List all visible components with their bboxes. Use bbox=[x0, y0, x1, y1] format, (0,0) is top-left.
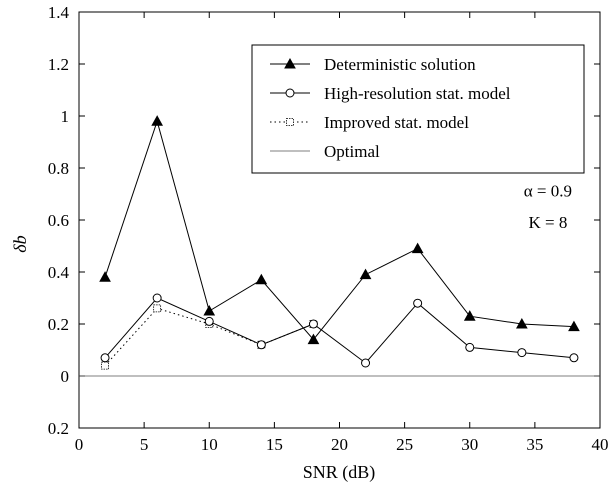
data-point bbox=[517, 348, 527, 358]
legend-marker bbox=[284, 57, 296, 69]
y-tick-label: 0.8 bbox=[48, 159, 69, 178]
series-line bbox=[104, 297, 574, 364]
data-point bbox=[569, 353, 579, 363]
data-point bbox=[361, 358, 371, 368]
data-point bbox=[151, 115, 163, 126]
series-layer bbox=[79, 115, 600, 377]
data-point bbox=[99, 271, 111, 282]
x-tick-label: 10 bbox=[201, 435, 218, 454]
x-tick-label: 0 bbox=[75, 435, 84, 454]
series-line bbox=[104, 119, 574, 341]
data-point bbox=[203, 304, 216, 316]
data-point bbox=[256, 340, 266, 350]
data-point bbox=[413, 298, 423, 308]
legend-label: Deterministic solution bbox=[324, 55, 476, 74]
x-tick-label: 20 bbox=[331, 435, 348, 454]
data-point bbox=[153, 304, 162, 313]
legend-marker bbox=[285, 88, 295, 98]
y-tick-label: 0 bbox=[61, 367, 70, 386]
data-point bbox=[359, 268, 372, 280]
data-point bbox=[463, 310, 476, 321]
x-tick-label: 35 bbox=[526, 435, 543, 454]
data-point bbox=[101, 361, 109, 370]
legend-label: High-resolution stat. model bbox=[324, 84, 511, 103]
y-axis-title: δb bbox=[10, 235, 30, 252]
y-tick-label: 1.4 bbox=[48, 3, 70, 22]
y-axis-ticks: 0.2 0 0.2 0.4 0.6 0.8 1 1.2 1.4 bbox=[48, 3, 600, 438]
legend-box bbox=[251, 44, 585, 174]
data-point bbox=[100, 353, 110, 363]
y-tick-label: 0.6 bbox=[48, 211, 69, 230]
y-tick-label: 0.2 bbox=[48, 419, 69, 438]
data-point bbox=[411, 242, 424, 254]
data-point bbox=[516, 317, 528, 329]
x-tick-label: 25 bbox=[396, 435, 413, 454]
x-tick-label: 40 bbox=[592, 435, 609, 454]
y-tick-label: 1 bbox=[61, 107, 70, 126]
data-point bbox=[152, 293, 162, 303]
data-point bbox=[465, 342, 475, 352]
annotation-label: K = 8 bbox=[528, 213, 567, 232]
x-tick-label: 15 bbox=[266, 435, 283, 454]
data-point bbox=[308, 319, 318, 329]
annotations: α = 0.9 K = 8 bbox=[524, 182, 572, 232]
x-tick-label: 30 bbox=[461, 435, 478, 454]
y-tick-label: 1.2 bbox=[48, 55, 69, 74]
data-point bbox=[255, 273, 268, 285]
data-point bbox=[568, 320, 580, 332]
legend-label: Optimal bbox=[324, 142, 380, 161]
y-tick-label: 0.2 bbox=[48, 315, 69, 334]
x-tick-label: 5 bbox=[140, 435, 149, 454]
annotation-label: α = 0.9 bbox=[524, 182, 572, 201]
data-point bbox=[204, 316, 214, 326]
legend: Deterministic solution High-resolution st… bbox=[251, 44, 585, 174]
data-point bbox=[307, 333, 320, 345]
y-tick-label: 0.4 bbox=[48, 263, 70, 282]
legend-marker bbox=[286, 118, 294, 126]
series-1 bbox=[100, 293, 579, 368]
x-axis-title: SNR (dB) bbox=[303, 462, 376, 483]
x-axis-ticks: 0 5 10 15 20 25 30 35 40 bbox=[75, 12, 609, 454]
legend-label: Improved stat. model bbox=[324, 113, 469, 132]
series-0 bbox=[99, 115, 580, 345]
